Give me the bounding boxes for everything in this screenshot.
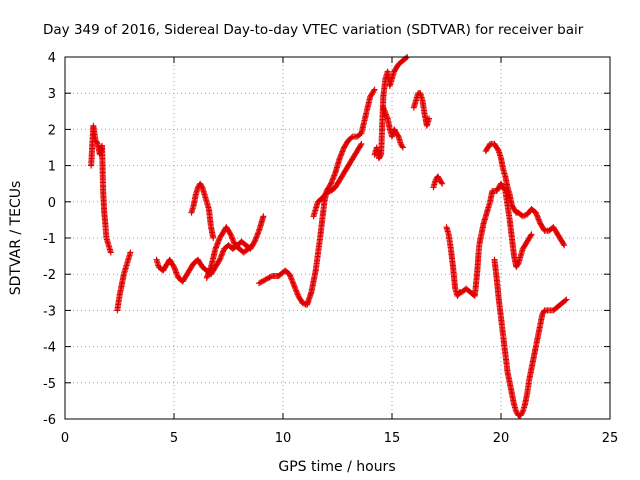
data-point xyxy=(127,249,134,256)
y-tick-label: 4 xyxy=(48,51,56,66)
data-point xyxy=(256,280,263,287)
data-point xyxy=(327,181,334,188)
data-point xyxy=(216,257,223,264)
x-tick-label: 5 xyxy=(170,431,178,446)
y-tick-label: -6 xyxy=(43,413,56,428)
data-point xyxy=(399,144,406,151)
data-point xyxy=(259,278,266,285)
x-tick-label: 20 xyxy=(493,431,510,446)
series-sat-h xyxy=(371,54,411,162)
chart-title: Day 349 of 2016, Sidereal Day-to-day VTE… xyxy=(43,22,584,38)
series-sat-l xyxy=(443,180,535,299)
data-point xyxy=(93,139,100,146)
data-point xyxy=(394,132,401,139)
data-point xyxy=(371,86,378,93)
data-point xyxy=(357,142,364,149)
plot-frame xyxy=(64,56,611,420)
data-point xyxy=(560,241,567,248)
y-tick-label: 3 xyxy=(48,87,56,102)
series-sat-i xyxy=(380,104,406,151)
data-point xyxy=(403,54,410,61)
data-point xyxy=(439,180,446,187)
data-point xyxy=(495,146,502,153)
data-point xyxy=(514,261,521,268)
data-point xyxy=(226,230,233,237)
y-axis-label: SDTVAR / TECUs xyxy=(8,181,24,296)
data-point xyxy=(170,262,177,269)
series-sat-a xyxy=(88,122,114,256)
data-point xyxy=(107,249,114,256)
data-point xyxy=(210,235,217,241)
data-point xyxy=(562,297,569,304)
series-sat-j xyxy=(410,90,433,129)
y-tick-label: -1 xyxy=(43,232,56,247)
data-point xyxy=(426,115,433,122)
series-sat-d xyxy=(188,180,217,241)
x-tick-label: 25 xyxy=(602,431,619,446)
data-point xyxy=(263,275,270,282)
series-sat-f xyxy=(256,86,378,308)
x-tick-label: 0 xyxy=(61,431,69,446)
data-point xyxy=(438,179,445,186)
x-tick-label: 15 xyxy=(384,431,401,446)
series-sat-k xyxy=(430,173,446,191)
data-point xyxy=(519,409,526,416)
data-point xyxy=(528,231,535,238)
data-point xyxy=(257,279,264,286)
data-point xyxy=(561,242,568,249)
grid xyxy=(65,57,610,419)
y-tick-label: 0 xyxy=(48,196,56,211)
series-sat-b xyxy=(114,249,134,314)
data-point xyxy=(258,278,265,285)
data-point xyxy=(261,277,268,284)
data-points xyxy=(88,54,570,419)
data-point xyxy=(527,232,534,239)
series-sat-g xyxy=(310,140,365,220)
data-point xyxy=(370,87,377,94)
series-sat-n xyxy=(491,256,570,419)
series-sat-m xyxy=(482,140,568,249)
data-point xyxy=(248,243,255,250)
y-tick-label: -2 xyxy=(43,268,56,283)
data-point xyxy=(262,276,269,283)
y-tick-label: -5 xyxy=(43,377,56,392)
axis-ticks: 0 5 10 15 20 25 -6 -5 -4 -3 -2 -1 0 1 2 3 4 xyxy=(43,51,618,446)
data-point xyxy=(265,275,272,282)
y-tick-label: 1 xyxy=(48,160,56,175)
data-point xyxy=(249,242,256,249)
data-point xyxy=(377,152,384,159)
data-point xyxy=(399,143,406,150)
data-point xyxy=(358,140,365,147)
data-point xyxy=(563,296,570,303)
data-point xyxy=(198,183,205,190)
data-point xyxy=(267,273,274,280)
x-axis-label: GPS time / hours xyxy=(278,459,395,475)
x-tick-label: 10 xyxy=(275,431,292,446)
series-sat-e xyxy=(203,224,256,281)
y-tick-label: -3 xyxy=(43,304,56,319)
data-point xyxy=(266,274,273,281)
y-tick-label: 2 xyxy=(48,123,56,138)
data-point xyxy=(260,213,267,220)
y-tick-label: -4 xyxy=(43,341,56,356)
